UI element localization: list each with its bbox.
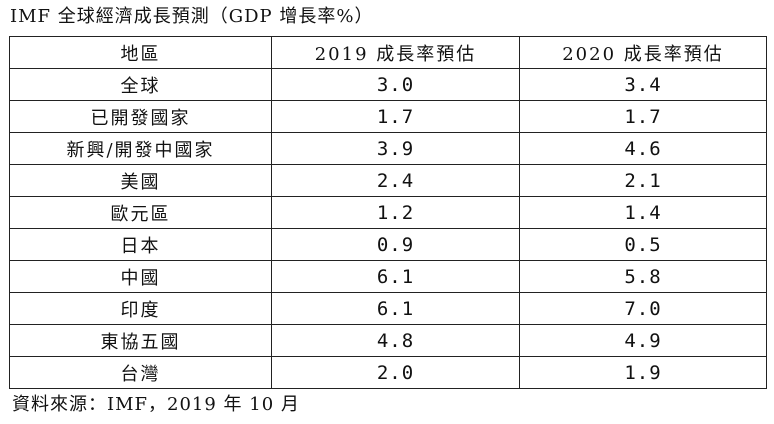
growth-2020-cell: 3.4 xyxy=(519,68,767,101)
region-cell: 東協五國 xyxy=(9,324,272,357)
region-cell: 中國 xyxy=(9,260,272,293)
table-row: 全球 3.0 3.4 xyxy=(9,68,767,101)
growth-2020-cell: 5.8 xyxy=(519,260,767,293)
growth-2020-cell: 1.4 xyxy=(519,196,767,229)
table-title: IMF 全球經濟成長預測（GDP 增長率%） xyxy=(10,6,374,27)
region-cell: 印度 xyxy=(9,292,272,325)
region-cell: 已開發國家 xyxy=(9,100,272,133)
table-row: 歐元區 1.2 1.4 xyxy=(9,196,767,229)
region-cell: 歐元區 xyxy=(9,196,272,229)
growth-2020-cell: 0.5 xyxy=(519,228,767,261)
region-cell: 全球 xyxy=(9,68,272,101)
growth-2020-cell: 2.1 xyxy=(519,164,767,197)
source-note: 資料來源：IMF，2019 年 10 月 xyxy=(12,394,300,415)
growth-2020-cell: 4.9 xyxy=(519,324,767,357)
table-row: 已開發國家 1.7 1.7 xyxy=(9,100,767,133)
region-cell: 台灣 xyxy=(9,356,272,389)
region-cell: 日本 xyxy=(9,228,272,261)
growth-2019-cell: 6.1 xyxy=(271,292,520,325)
growth-2019-cell: 0.9 xyxy=(271,228,520,261)
table-header-row: 地區 2019 成長率預估 2020 成長率預估 xyxy=(9,36,767,69)
growth-2019-cell: 1.2 xyxy=(271,196,520,229)
growth-2019-cell: 4.8 xyxy=(271,324,520,357)
growth-2019-cell: 3.0 xyxy=(271,68,520,101)
growth-2020-cell: 7.0 xyxy=(519,292,767,325)
growth-2020-cell: 4.6 xyxy=(519,132,767,165)
growth-2019-cell: 6.1 xyxy=(271,260,520,293)
table-row: 台灣 2.0 1.9 xyxy=(9,356,767,389)
growth-2019-cell: 2.0 xyxy=(271,356,520,389)
region-cell: 美國 xyxy=(9,164,272,197)
table-row: 印度 6.1 7.0 xyxy=(9,292,767,325)
gdp-forecast-table: 地區 2019 成長率預估 2020 成長率預估 全球 3.0 3.4 已開發國… xyxy=(9,36,767,389)
region-cell: 新興/開發中國家 xyxy=(9,132,272,165)
growth-2019-cell: 3.9 xyxy=(271,132,520,165)
growth-2020-cell: 1.7 xyxy=(519,100,767,133)
table-row: 美國 2.4 2.1 xyxy=(9,164,767,197)
growth-2020-cell: 1.9 xyxy=(519,356,767,389)
table-row: 日本 0.9 0.5 xyxy=(9,228,767,261)
table-row: 新興/開發中國家 3.9 4.6 xyxy=(9,132,767,165)
table-row: 東協五國 4.8 4.9 xyxy=(9,324,767,357)
growth-2019-cell: 2.4 xyxy=(271,164,520,197)
column-header-2019: 2019 成長率預估 xyxy=(271,36,520,69)
column-header-region: 地區 xyxy=(9,36,272,69)
column-header-2020: 2020 成長率預估 xyxy=(519,36,767,69)
table-row: 中國 6.1 5.8 xyxy=(9,260,767,293)
growth-2019-cell: 1.7 xyxy=(271,100,520,133)
